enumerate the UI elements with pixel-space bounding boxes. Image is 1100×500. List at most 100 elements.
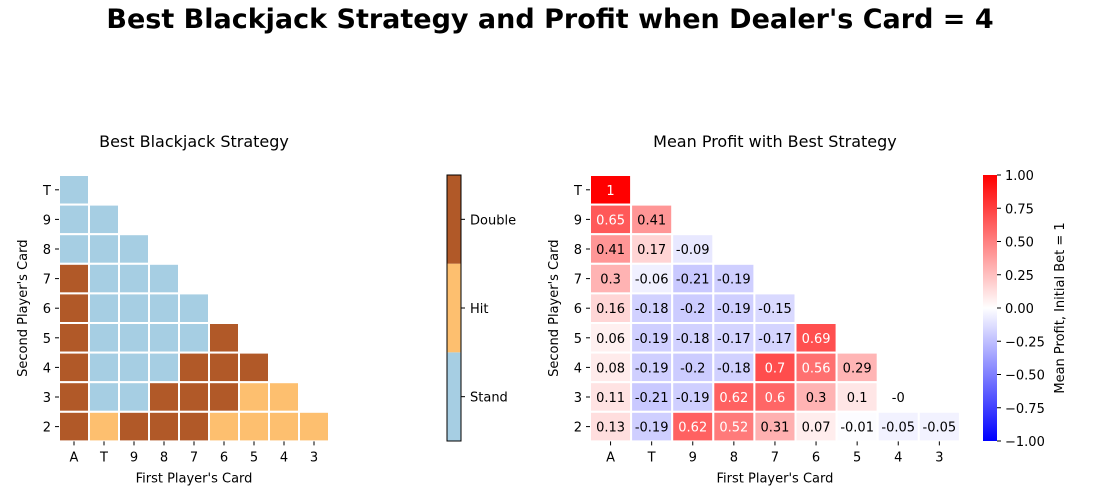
cell-label: 0.52 [719,421,748,436]
y-tick-label: 8 [574,243,582,258]
legend-label: Stand [470,391,508,406]
chart-title: Best Blackjack Strategy [99,132,289,151]
colorbar-tick-label: 1.00 [1005,169,1034,184]
legend-swatch [447,352,461,441]
cell-label: -0.17 [758,332,792,347]
y-tick-label: 9 [43,213,51,228]
heatmap-cell [178,292,210,324]
heatmap-cell [589,381,633,413]
cell-label: -0.19 [717,273,751,288]
colorbar [983,175,997,441]
heatmap-cell [712,292,756,324]
cell-label: -0.19 [717,302,751,317]
y-tick-label: 3 [43,391,51,406]
colorbar-tick-label: −0.25 [1005,335,1045,350]
heatmap-cell [238,351,270,384]
heatmap-cell [118,292,150,324]
y-tick-label: 3 [574,391,582,406]
cell-label: -0.09 [676,243,710,258]
heatmap-cell [712,262,756,295]
cell-label: -0.06 [635,273,669,288]
heatmap-cell [178,322,210,354]
x-tick-label: 7 [190,450,198,465]
heatmap-cell [712,410,756,443]
cell-label: -0.18 [635,302,669,317]
heatmap-cell [148,381,180,413]
cell-label: 0.69 [802,332,831,347]
colorbar-tick-label: −1.00 [1005,435,1045,450]
heatmap-cell [148,322,180,354]
cell-label: 0.07 [802,421,831,436]
x-tick-label: 5 [853,450,861,465]
cell-label: 0.31 [760,421,789,436]
heatmap-cell [268,381,300,413]
heatmap-cell [178,410,210,443]
x-tick-label: T [647,450,656,465]
cell-label: -0.19 [635,421,669,436]
x-tick-label: 8 [160,450,168,465]
heatmap-cell [208,351,240,384]
cell-label: 0.13 [596,421,625,436]
heatmap-cell [58,351,90,384]
y-tick-label: 7 [43,273,51,288]
cell-label: 0.62 [678,421,707,436]
x-tick-label: T [99,450,108,465]
heatmap-cell [58,233,90,265]
heatmap-cell [118,410,150,443]
heatmap-cell [58,174,90,206]
heatmap-cell [671,410,715,443]
heatmap-cell [118,262,150,295]
heatmap-cell [208,381,240,413]
heatmap-cell [88,410,120,443]
heatmap-cell [208,410,240,443]
colorbar-tick-label: −0.50 [1005,369,1045,384]
heatmap-cell [794,381,838,413]
y-tick-label: 4 [43,361,51,376]
heatmap-cell [178,351,210,384]
heatmap-cell [118,381,150,413]
heatmap-cell [88,292,120,324]
y-tick-label: 9 [574,213,582,228]
y-tick-label: 7 [574,273,582,288]
cell-label: -0.2 [680,302,705,317]
cell-label: -0.01 [840,421,874,436]
x-tick-label: 6 [220,450,228,465]
x-tick-label: 4 [894,450,902,465]
cell-label: -0.2 [680,361,705,376]
y-tick-label: 6 [43,302,51,317]
x-tick-label: A [606,450,615,465]
cell-label: -0.17 [717,332,751,347]
heatmap-cell [118,233,150,265]
cell-label: 0.06 [596,332,625,347]
colorbar-label: Mean Profit, Initial Bet = 1 [1053,222,1068,393]
x-tick-label: 5 [250,450,258,465]
heatmap-cell [118,322,150,354]
heatmap-cell [58,292,90,324]
x-tick-label: 3 [935,450,943,465]
colorbar-tick-label: 0.25 [1005,269,1034,284]
cell-label: -0.19 [635,332,669,347]
cell-label: 0.29 [843,361,872,376]
colorbar-tick-label: 0.50 [1005,236,1034,251]
heatmap-cell [118,351,150,384]
cell-label: 0.08 [596,361,625,376]
heatmap-cell [835,351,879,384]
heatmap-cell [178,381,210,413]
cell-label: 0.17 [637,243,666,258]
x-axis-label: First Player's Card [717,471,834,486]
cell-label: -0.18 [676,332,710,347]
x-tick-label: 9 [689,450,697,465]
x-tick-label: 9 [130,450,138,465]
heatmap-cell [794,322,838,354]
y-tick-label: T [573,184,582,199]
cell-label: 0.41 [596,243,625,258]
y-tick-label: 8 [43,243,51,258]
heatmap-cell [238,381,270,413]
strategy-heatmap-panel: Best Blackjack Strategy A T 9 8 7 6 5 4 3 T 9 8 7 6 5 4 3… [16,132,516,486]
figure-title: Best Blackjack Strategy and Profit when … [106,4,994,35]
heatmap-cell [671,381,715,413]
legend-frame [446,174,462,442]
chart-title: Mean Profit with Best Strategy [653,132,897,151]
y-tick-label: 6 [574,302,582,317]
